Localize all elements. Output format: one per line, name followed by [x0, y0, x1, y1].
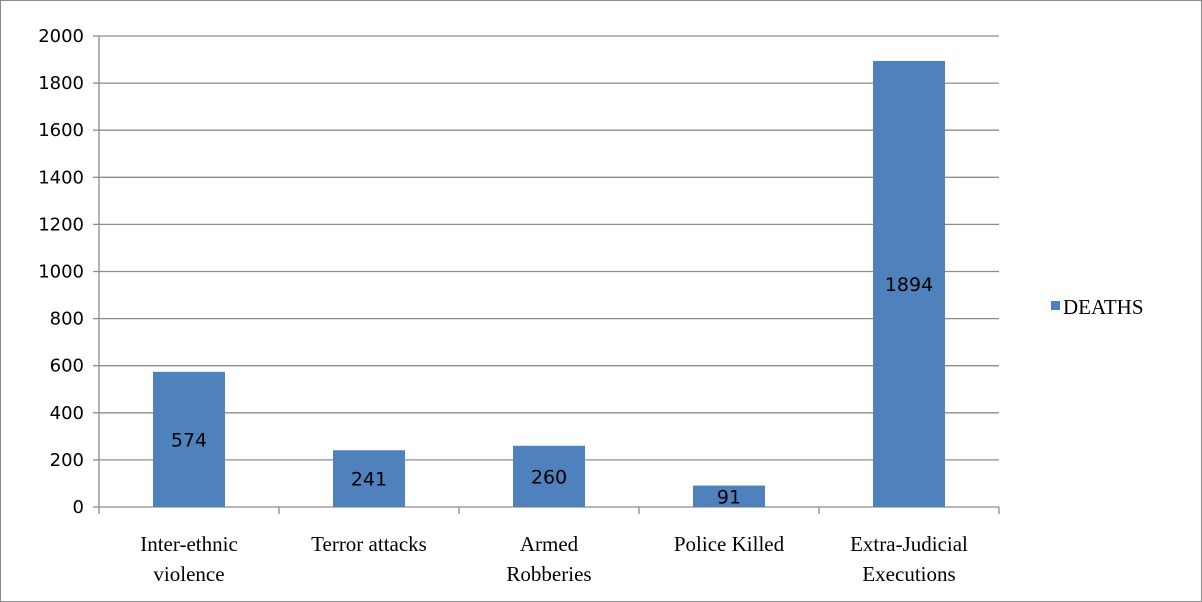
data-label: 241 [351, 469, 387, 491]
y-axis-tick-labels: 0 200 400 600 800 1000 1200 1400 1600 1800 2000 [38, 26, 84, 518]
bars [153, 60, 945, 507]
y-tick-label: 1800 [38, 73, 84, 94]
y-tick-label: 400 [50, 403, 84, 424]
x-category-label: Terror attacks [311, 532, 427, 556]
x-category-label: violence [153, 562, 224, 586]
y-tick-label: 0 [73, 497, 84, 518]
gridlines [99, 35, 999, 461]
legend-swatch [1051, 301, 1060, 310]
y-tick-label: 2000 [38, 26, 84, 47]
data-label: 574 [171, 429, 207, 451]
data-label: 91 [717, 486, 741, 508]
y-tick-label: 1400 [38, 167, 84, 188]
y-tick-label: 1000 [38, 262, 84, 283]
axes [93, 35, 1000, 514]
legend-label: DEATHS [1063, 295, 1144, 319]
y-tick-label: 200 [50, 450, 84, 471]
y-tick-label: 800 [50, 309, 84, 330]
x-category-label: Inter-ethnic [140, 532, 238, 556]
y-tick-label: 1600 [38, 120, 84, 141]
data-label: 260 [531, 466, 567, 488]
bar [333, 450, 405, 507]
x-category-label: Extra-Judicial [850, 532, 968, 556]
x-category-label: Armed [520, 532, 579, 556]
legend: DEATHS [1051, 295, 1144, 319]
x-category-label: Robberies [506, 562, 591, 586]
x-category-label: Police Killed [674, 532, 785, 556]
x-axis-category-labels: Inter-ethnic violence Terror attacks Armed R… [140, 532, 968, 586]
bar [153, 371, 225, 507]
y-tick-label: 600 [50, 356, 84, 377]
x-category-label: Executions [862, 562, 955, 586]
bar [513, 445, 585, 507]
bar [693, 485, 765, 507]
data-labels: 574 241 260 91 1894 [171, 274, 933, 508]
y-tick-label: 1200 [38, 214, 84, 235]
bar [873, 60, 945, 507]
data-label: 1894 [885, 274, 933, 296]
